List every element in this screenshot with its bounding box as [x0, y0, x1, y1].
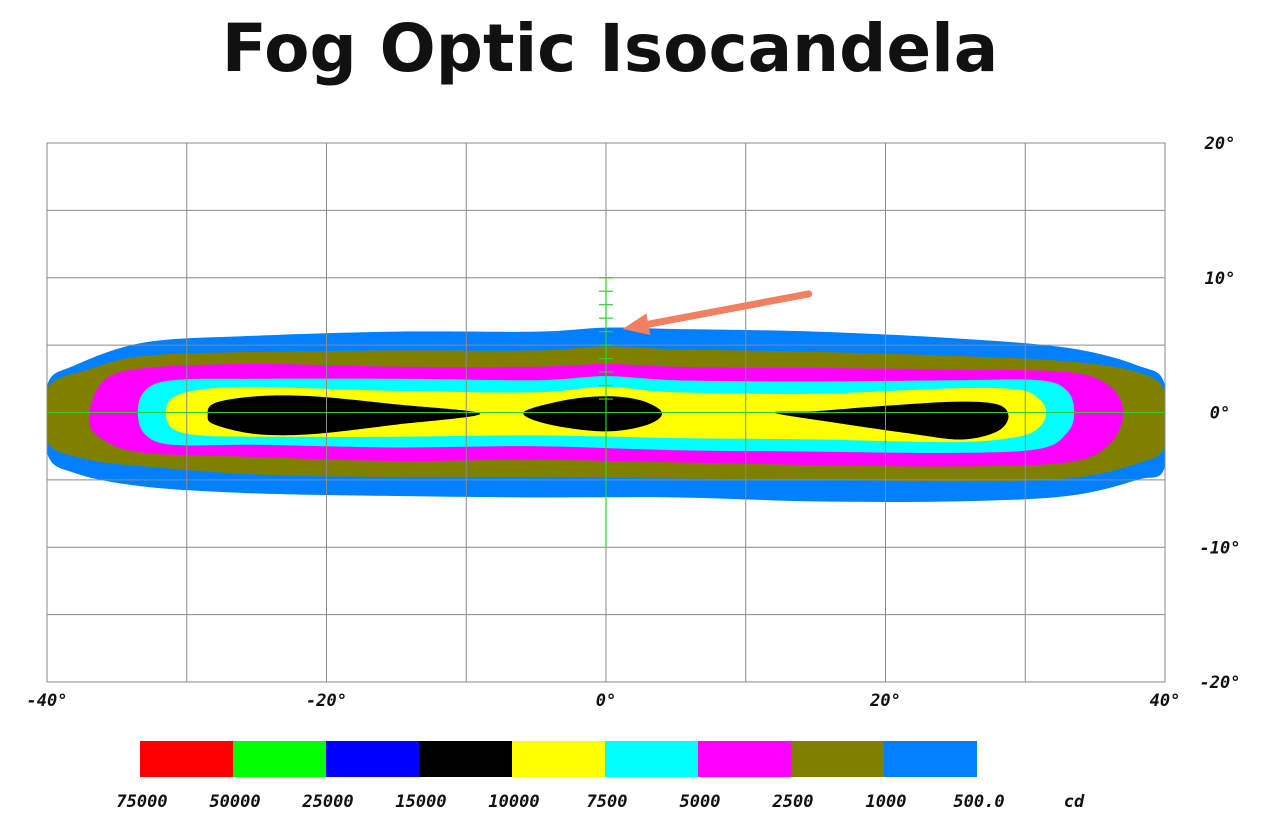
x-tick-label: 0°: [596, 691, 616, 711]
legend-label: 2500: [772, 792, 814, 812]
legend-swatch: [698, 741, 791, 777]
contour-15000-6: [523, 396, 663, 432]
legend-swatch: [605, 741, 698, 777]
x-tick-label: -20°: [306, 691, 347, 711]
y-tick-label: 0°: [1210, 404, 1230, 424]
arrow-shaft: [644, 290, 813, 328]
legend-swatch: [512, 741, 605, 777]
legend-label: 5000: [680, 792, 721, 812]
legend-swatch: [419, 741, 512, 777]
legend-label: 15000: [395, 792, 446, 812]
legend-label: 500.0: [953, 792, 1004, 812]
x-tick-label: -40°: [27, 691, 68, 711]
vertical-scale: [599, 277, 613, 548]
legend-swatch: [884, 741, 977, 777]
legend-label: 1000: [866, 792, 907, 812]
legend-label: 7500: [587, 792, 628, 812]
contour-15000-7: [773, 401, 1009, 440]
x-tick-label: 40°: [1150, 691, 1181, 711]
legend-label: 25000: [301, 792, 353, 812]
y-tick-label: 10°: [1205, 269, 1236, 289]
legend-label: 50000: [209, 792, 260, 812]
legend-swatch: [326, 741, 419, 777]
page-title: Fog Optic Isocandela: [221, 10, 999, 87]
x-tick-labels: -40° -20° 0° 20° 40°: [27, 691, 1181, 711]
arrow-head: [622, 313, 651, 335]
color-legend: 75000 50000 25000 15000 10000 7500 5000 2500 100…: [116, 741, 1085, 812]
contour-15000-5: [207, 395, 481, 436]
legend-swatch: [140, 741, 233, 777]
legend-label: 10000: [488, 792, 539, 812]
x-tick-label: 20°: [869, 691, 901, 711]
y-tick-label: -10°: [1200, 538, 1241, 558]
legend-label: 75000: [116, 792, 167, 812]
legend-unit: cd: [1064, 792, 1085, 812]
contour-layer: [47, 327, 1165, 503]
y-tick-label: -20°: [1200, 673, 1241, 693]
annotation-layer: [622, 290, 813, 335]
y-tick-labels: 20° 10° 0° -10° -20°: [1200, 134, 1241, 693]
y-tick-label: 20°: [1204, 134, 1236, 154]
legend-swatch: [233, 741, 326, 777]
legend-swatch: [791, 741, 884, 777]
